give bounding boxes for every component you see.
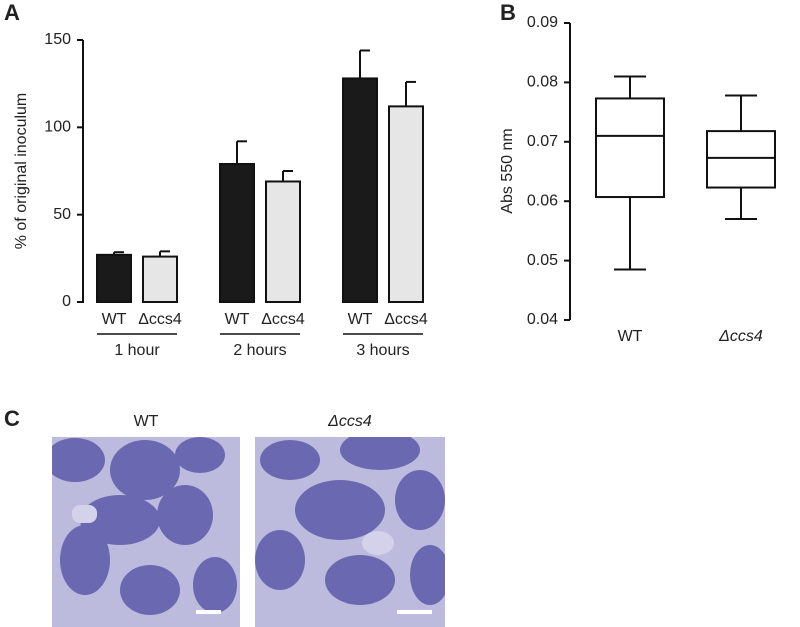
bar-label: Δccs4 bbox=[138, 311, 182, 328]
panel-label: B bbox=[500, 0, 516, 25]
bar bbox=[142, 255, 178, 304]
y-tick-label: 0.06 bbox=[527, 192, 558, 209]
micrograph bbox=[52, 437, 240, 627]
panel-label: C bbox=[4, 406, 20, 431]
bar-label: WT bbox=[102, 311, 127, 328]
x-tick-label: WT bbox=[618, 328, 643, 345]
bar bbox=[96, 253, 132, 303]
y-tick-label: 100 bbox=[44, 119, 71, 136]
y-tick-label: 0 bbox=[62, 293, 71, 310]
x-tick-label: 3 hours bbox=[356, 342, 409, 359]
y-axis-label: Abs 550 nm bbox=[499, 128, 516, 213]
x-tick-label: 2 hours bbox=[233, 342, 286, 359]
bar bbox=[342, 77, 378, 303]
bar bbox=[219, 163, 255, 303]
x-tick-label: Δccs4 bbox=[718, 328, 763, 345]
y-tick-label: 0.04 bbox=[527, 311, 558, 328]
box bbox=[595, 97, 665, 199]
y-tick-label: 0.07 bbox=[527, 133, 558, 150]
y-tick-label: 150 bbox=[44, 31, 71, 48]
micrograph bbox=[255, 437, 445, 627]
bar-label: Δccs4 bbox=[384, 311, 428, 328]
bar-label: WT bbox=[225, 311, 250, 328]
y-tick-label: 0.09 bbox=[527, 14, 558, 31]
bar bbox=[265, 180, 301, 303]
panel-label: A bbox=[4, 0, 20, 25]
bar-label: Δccs4 bbox=[261, 311, 305, 328]
image-title: Δccs4 bbox=[327, 413, 372, 430]
box bbox=[706, 130, 776, 189]
image-title: WT bbox=[134, 413, 159, 430]
x-tick-label: 1 hour bbox=[114, 342, 160, 359]
y-axis-label: % of original inoculum bbox=[13, 93, 30, 250]
bar bbox=[388, 105, 424, 303]
y-tick-label: 0.08 bbox=[527, 74, 558, 91]
y-tick-label: 0.05 bbox=[527, 252, 558, 269]
bar-label: WT bbox=[348, 311, 373, 328]
y-tick-label: 50 bbox=[53, 206, 71, 223]
